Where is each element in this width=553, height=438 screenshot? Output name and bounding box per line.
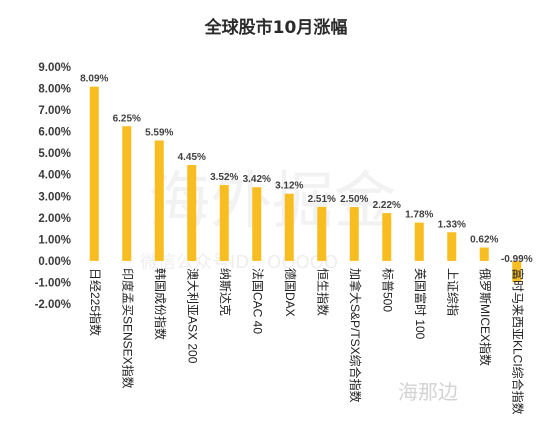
data-label: 1.78%	[405, 210, 433, 221]
bar	[284, 193, 294, 261]
y-tick-label: 1.00%	[38, 234, 71, 246]
y-tick-label: 8.00%	[38, 84, 71, 96]
bar	[187, 165, 197, 261]
data-label: 2.50%	[340, 194, 368, 205]
data-label: -0.99%	[501, 254, 533, 265]
category-label: 澳大利亚ASX 200	[186, 268, 200, 364]
bar	[414, 222, 424, 261]
category-label: 上证综指	[446, 268, 461, 316]
y-tick-label: 7.00%	[38, 105, 71, 117]
y-axis: 9.00% 8.00% 7.00% 6.00% 5.00% 4.00% 3.00% 2.00%…	[35, 62, 71, 311]
category-label: 法国CAC 40	[251, 268, 265, 334]
bar	[219, 185, 229, 261]
bar	[122, 126, 132, 261]
y-tick-label: -1.00%	[35, 277, 71, 289]
watermark-sub: 微信公众号ID：OOOOO	[140, 252, 338, 273]
data-label: 5.59%	[145, 127, 173, 138]
data-label: 6.25%	[113, 113, 141, 124]
y-tick-label: 0.00%	[38, 256, 71, 268]
bars	[89, 86, 522, 283]
category-label: 韩国成份指数	[153, 268, 168, 340]
bar	[154, 140, 164, 261]
y-tick-label: 3.00%	[38, 191, 71, 203]
x-axis: 日经225指数 印度孟买SENSEX指数 韩国成份指数 澳大利亚ASX 200 纳斯达克…	[88, 268, 526, 415]
data-label: 8.09%	[80, 74, 108, 85]
bar	[479, 247, 489, 261]
y-tick-label: -2.00%	[35, 299, 71, 311]
watermark-logo: 海那边	[398, 380, 458, 404]
chart-title: 全球股市10月涨幅	[204, 17, 348, 38]
bar	[317, 206, 327, 261]
bar	[382, 213, 392, 261]
bar	[89, 86, 99, 261]
data-label: 1.33%	[438, 219, 466, 230]
category-label: 恒生指数	[316, 268, 331, 316]
bar	[447, 232, 457, 261]
y-tick-label: 4.00%	[38, 170, 71, 182]
category-label: 俄罗斯MICEX指数	[478, 268, 493, 366]
data-label: 3.42%	[243, 174, 271, 185]
category-label: 日经225指数	[88, 268, 103, 336]
bar	[349, 207, 359, 261]
category-label: 英国富时 100	[413, 268, 428, 340]
category-label: 德国DAX	[283, 268, 298, 317]
category-label: 标普500	[381, 268, 395, 312]
data-labels: 8.09% 6.25% 5.59% 4.45% 3.52% 3.42% 3.12% 2.51%…	[80, 74, 533, 266]
bar	[252, 187, 262, 261]
y-tick-label: 5.00%	[38, 148, 71, 160]
data-label: 4.45%	[178, 152, 206, 163]
data-label: 2.51%	[308, 194, 336, 205]
category-label: 加拿大S&P/TSX综合指数	[348, 268, 363, 403]
y-tick-label: 2.00%	[38, 213, 71, 225]
category-label: 印度孟买SENSEX指数	[121, 268, 136, 389]
y-tick-label: 6.00%	[38, 127, 71, 139]
category-label: 纳斯达克	[218, 268, 232, 316]
data-label: 2.22%	[373, 200, 401, 211]
data-label: 0.62%	[470, 235, 498, 246]
y-tick-label: 9.00%	[38, 62, 71, 74]
data-label: 3.12%	[275, 181, 303, 192]
bar	[512, 260, 522, 283]
category-label: 富时马来西亚KLCI综合指数	[511, 268, 526, 415]
data-label: 3.52%	[210, 172, 238, 183]
